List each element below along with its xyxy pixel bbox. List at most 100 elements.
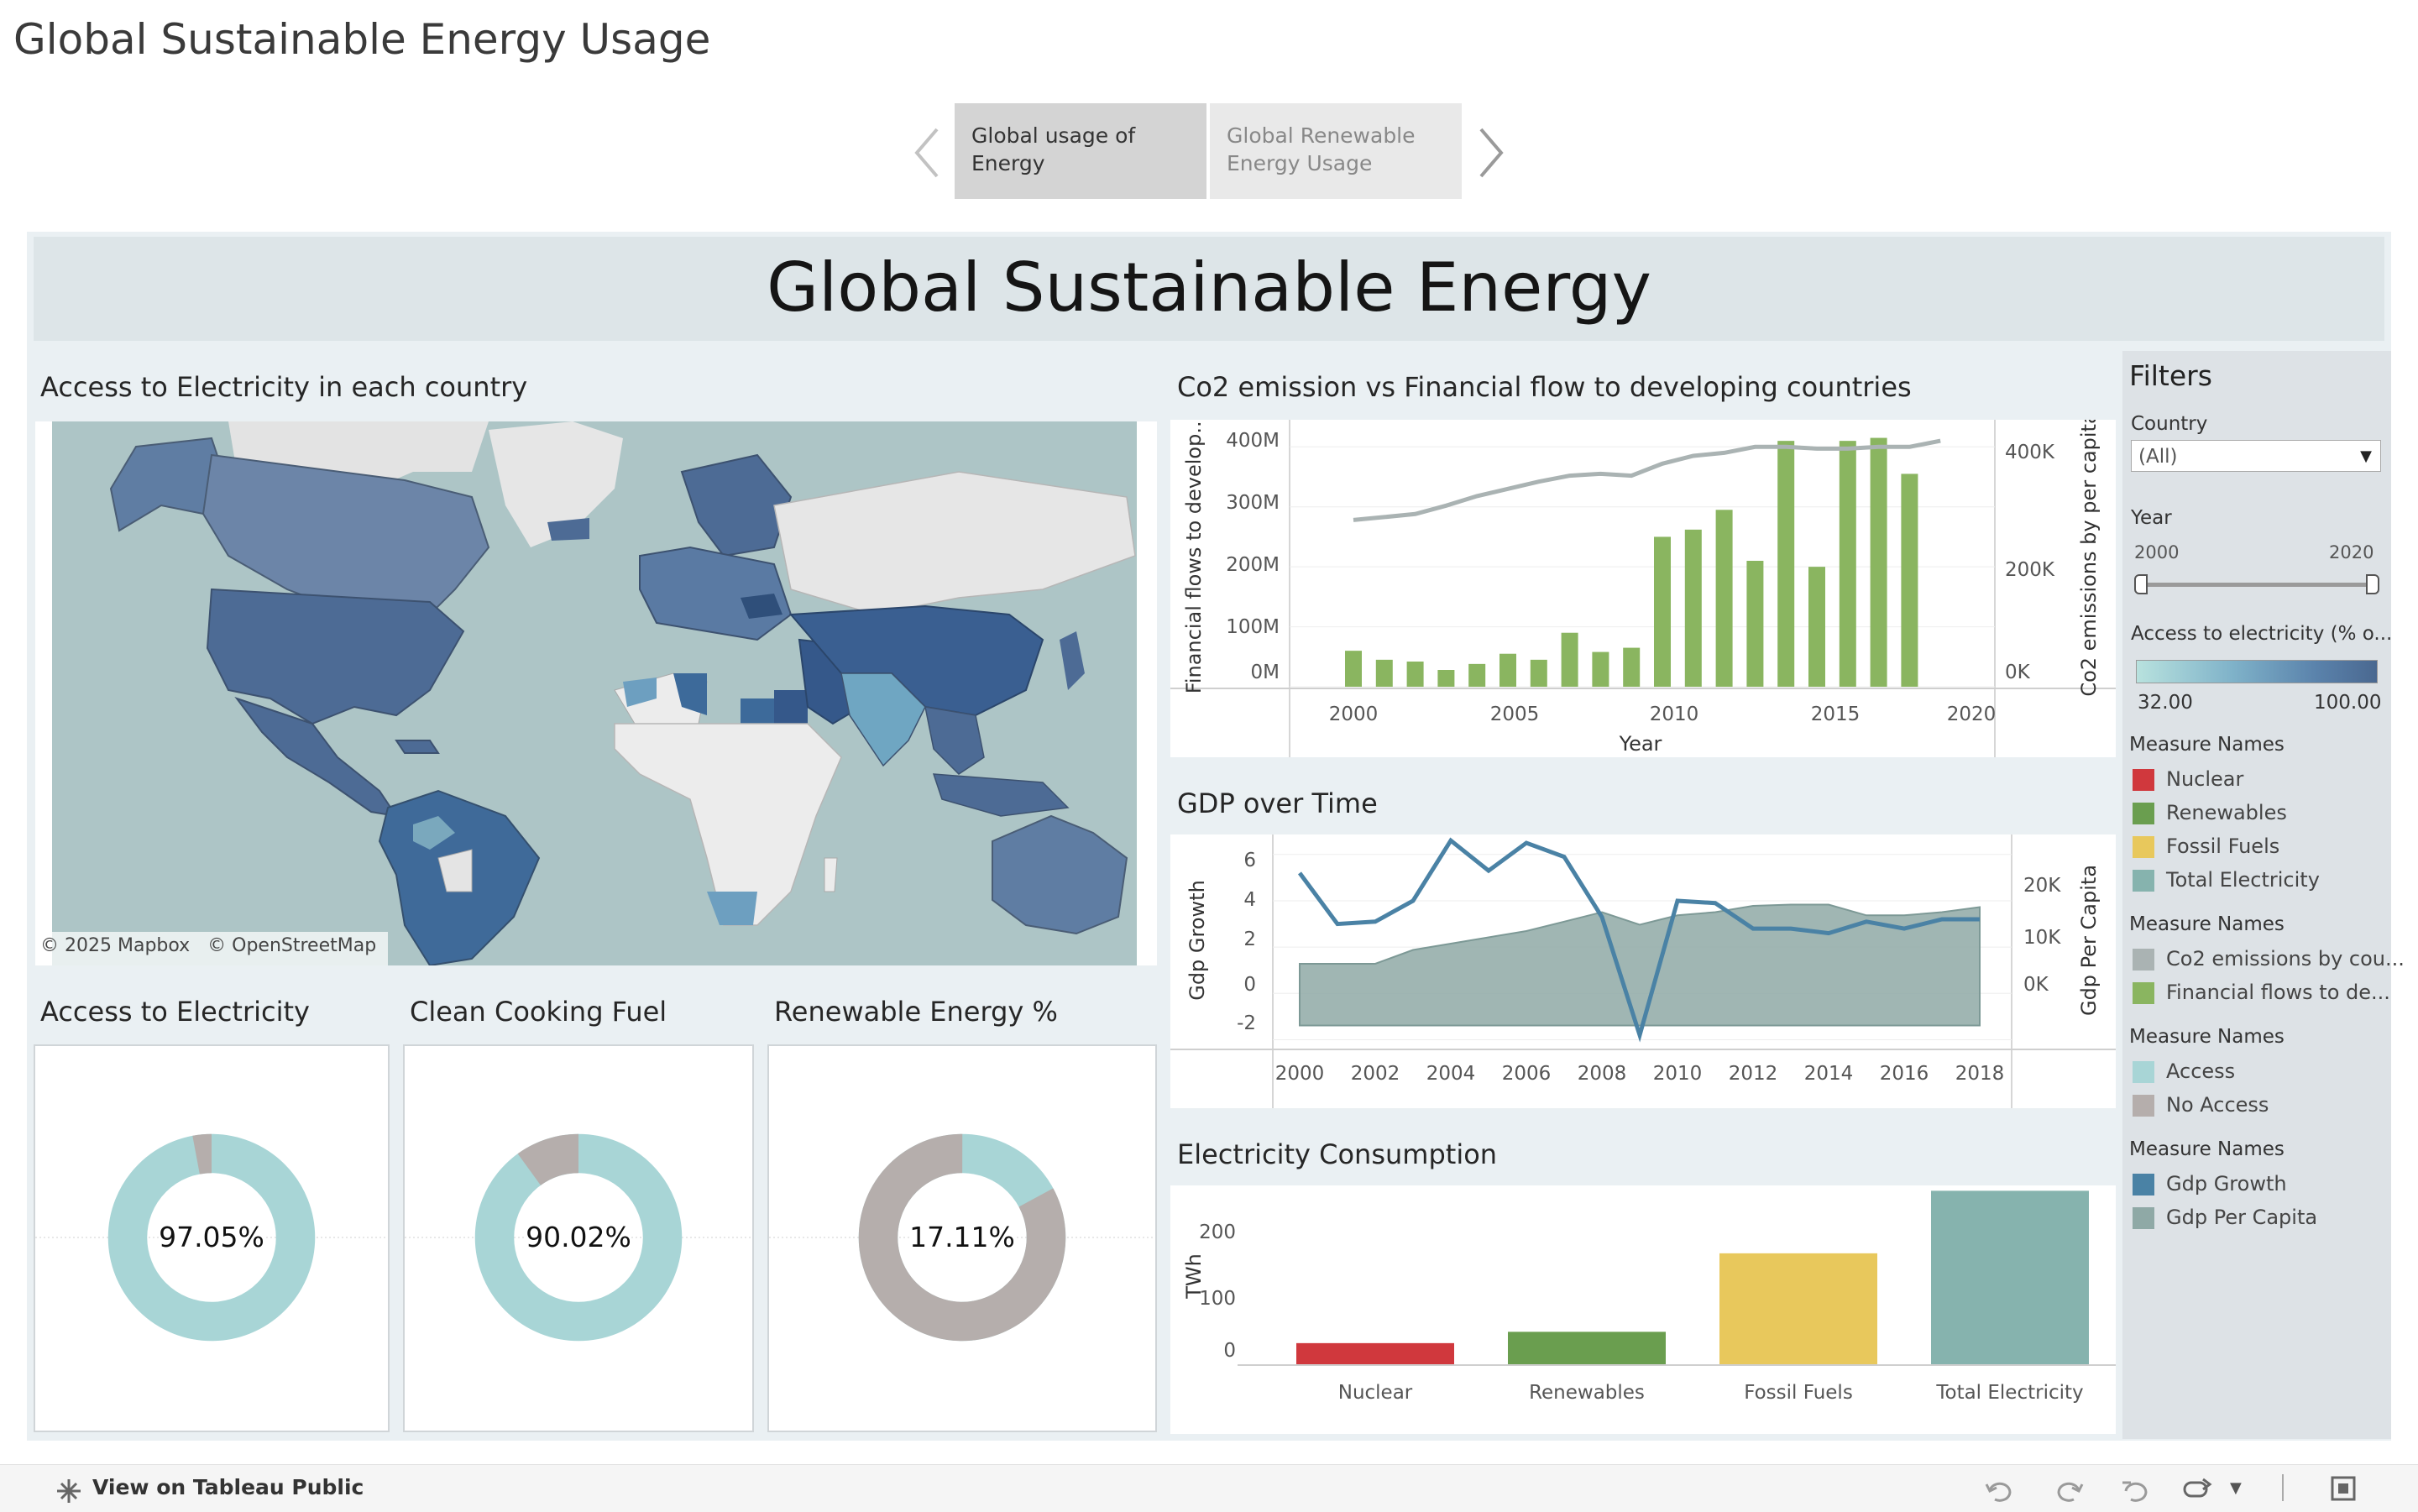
- financial-flow-bar[interactable]: [1654, 536, 1671, 687]
- prev-story-arrow-icon[interactable]: [912, 126, 940, 180]
- southeast-asia-shape[interactable]: [924, 706, 985, 775]
- legend-item[interactable]: Fossil Fuels: [2133, 834, 2279, 858]
- south-africa-shape[interactable]: [707, 892, 757, 925]
- financial-flow-bar[interactable]: [1530, 659, 1547, 687]
- gdp-per-capita-area[interactable]: [1299, 903, 1981, 1027]
- gdp-growth-line[interactable]: [1297, 837, 1980, 1043]
- osm-attribution[interactable]: © OpenStreetMap: [207, 935, 377, 956]
- bolivia-shape[interactable]: [437, 849, 473, 892]
- electricity-bar[interactable]: [1508, 1332, 1666, 1365]
- co2-chart-panel[interactable]: 400M 300M 200M 100M 0M 400K 200K 0K 2000…: [1170, 411, 2116, 757]
- financial-flow-bar[interactable]: [1345, 651, 1362, 687]
- share-dropdown-icon[interactable]: ▼: [2230, 1479, 2242, 1497]
- russia-shape[interactable]: [773, 471, 1136, 615]
- financial-flow-bar[interactable]: [1777, 441, 1795, 687]
- legend-item[interactable]: No Access: [2133, 1093, 2269, 1117]
- gdp-left-tick: 2: [1243, 929, 1256, 950]
- filters-panel: [2122, 351, 2391, 1439]
- electricity-bar[interactable]: [1296, 1342, 1454, 1365]
- year-slider-min-handle[interactable]: [2134, 574, 2148, 594]
- morocco-shape[interactable]: [623, 678, 657, 707]
- story-tab-renewable-usage[interactable]: Global Renewable Energy Usage: [1210, 103, 1462, 199]
- indonesia-shape[interactable]: [932, 773, 1070, 817]
- financial-flow-bar[interactable]: [1623, 647, 1641, 687]
- revert-icon[interactable]: [2119, 1474, 2153, 1503]
- story-tab-global-usage[interactable]: Global usage of Energy: [955, 103, 1206, 199]
- egypt-shape[interactable]: [774, 690, 808, 724]
- gdp-x-tick: 2010: [1653, 1063, 1703, 1085]
- gdp-x-tick: 2012: [1729, 1063, 1778, 1085]
- financial-flow-bar[interactable]: [1468, 663, 1486, 687]
- legend-item[interactable]: Co2 emissions by cou...: [2133, 947, 2405, 971]
- algeria-shape[interactable]: [673, 673, 707, 715]
- scandinavia-shape[interactable]: [680, 453, 793, 557]
- electricity-chart-panel[interactable]: 200 100 0 TWh Nuclear Renewables Fossil Fu…: [1170, 1185, 2116, 1434]
- donut-panel-renewable[interactable]: 17.11%: [767, 1044, 1157, 1432]
- gdp-x-tick: 2016: [1880, 1063, 1929, 1085]
- gdp-left-tick: 0: [1243, 974, 1256, 996]
- year-slider-max-handle[interactable]: [2366, 574, 2379, 594]
- year-slider-track[interactable]: [2139, 583, 2373, 587]
- india-shape[interactable]: [840, 672, 926, 767]
- iceland-shape[interactable]: [547, 518, 589, 541]
- financial-flow-bar[interactable]: [1375, 659, 1393, 687]
- legend-item[interactable]: Gdp Per Capita: [2133, 1206, 2317, 1229]
- legend-item[interactable]: Nuclear: [2133, 767, 2243, 791]
- gdp-left-tick: -2: [1237, 1012, 1256, 1034]
- caribbean-shape[interactable]: [395, 740, 440, 754]
- access-donut-chart[interactable]: [35, 1046, 388, 1431]
- legend-item[interactable]: Total Electricity: [2133, 868, 2320, 892]
- donut-remainder-segment[interactable]: [107, 1133, 316, 1342]
- financial-flow-bar[interactable]: [1406, 662, 1424, 687]
- renewable-donut-chart[interactable]: [769, 1046, 1155, 1431]
- co2-financial-chart[interactable]: 400M 300M 200M 100M 0M 400K 200K 0K 2000…: [1170, 411, 2116, 757]
- country-filter-dropdown[interactable]: (All) ▼: [2131, 440, 2381, 472]
- mexico-shape[interactable]: [234, 697, 399, 818]
- world-map[interactable]: © 2025 Mapbox © OpenStreetMap: [35, 421, 1157, 967]
- legend-item[interactable]: Financial flows to de...: [2133, 981, 2390, 1004]
- financial-flow-bar[interactable]: [1437, 670, 1455, 687]
- legend-item[interactable]: Gdp Growth: [2133, 1172, 2287, 1195]
- europe-shape[interactable]: [639, 546, 793, 641]
- electricity-bar[interactable]: [1719, 1253, 1877, 1365]
- central-europe-shape[interactable]: [741, 594, 782, 619]
- financial-flow-bar[interactable]: [1715, 510, 1733, 687]
- gdp-chart[interactable]: 6 4 2 0 -2 20K 10K 0K 2000 2002 2004 2006 20…: [1170, 834, 2116, 1108]
- view-on-tableau-link[interactable]: View on Tableau Public: [92, 1475, 364, 1499]
- undo-icon[interactable]: [1983, 1474, 2017, 1503]
- madagascar-shape[interactable]: [824, 857, 838, 892]
- gdp-chart-panel[interactable]: 6 4 2 0 -2 20K 10K 0K 2000 2002 2004 2006 20…: [1170, 834, 2116, 1108]
- fullscreen-icon[interactable]: [2329, 1474, 2358, 1503]
- libya-shape[interactable]: [741, 698, 774, 724]
- access-electricity-title: Access to Electricity: [40, 996, 310, 1028]
- japan-shape[interactable]: [1060, 631, 1085, 690]
- next-story-arrow-icon[interactable]: [1478, 126, 1506, 180]
- financial-flow-bar[interactable]: [1870, 437, 1887, 687]
- financial-flow-bar[interactable]: [1839, 441, 1856, 687]
- electricity-bar[interactable]: [1931, 1190, 2089, 1365]
- financial-flow-bar[interactable]: [1684, 529, 1702, 687]
- financial-flow-bar[interactable]: [1499, 653, 1516, 687]
- donut-panel-access[interactable]: 97.05%: [34, 1044, 390, 1432]
- legend-label: Nuclear: [2166, 767, 2244, 791]
- co2-emissions-line[interactable]: [1353, 438, 1941, 522]
- usa-shape[interactable]: [206, 588, 465, 725]
- chevron-down-icon[interactable]: ▼: [2360, 447, 2372, 465]
- legend-item[interactable]: Renewables: [2133, 801, 2287, 824]
- australia-shape[interactable]: [992, 814, 1128, 935]
- colombia-shape[interactable]: [413, 816, 455, 850]
- donut-panel-cooking[interactable]: 90.02%: [403, 1044, 754, 1432]
- greenland-shape[interactable]: [489, 421, 623, 547]
- cooking-donut-chart[interactable]: [405, 1046, 752, 1431]
- financial-flow-bar[interactable]: [1901, 473, 1918, 687]
- financial-flow-bar[interactable]: [1592, 651, 1609, 687]
- redo-icon[interactable]: [2052, 1474, 2086, 1503]
- financial-flow-bar[interactable]: [1561, 632, 1578, 687]
- electricity-consumption-chart[interactable]: 200 100 0 TWh Nuclear Renewables Fossil Fu…: [1170, 1185, 2116, 1434]
- mapbox-attribution[interactable]: © 2025 Mapbox: [40, 935, 191, 956]
- financial-flow-bar[interactable]: [1746, 561, 1764, 687]
- legend-item[interactable]: Access: [2133, 1059, 2235, 1083]
- alaska-shape[interactable]: [109, 437, 230, 532]
- share-icon[interactable]: [2181, 1474, 2215, 1503]
- financial-flow-bar[interactable]: [1808, 567, 1825, 687]
